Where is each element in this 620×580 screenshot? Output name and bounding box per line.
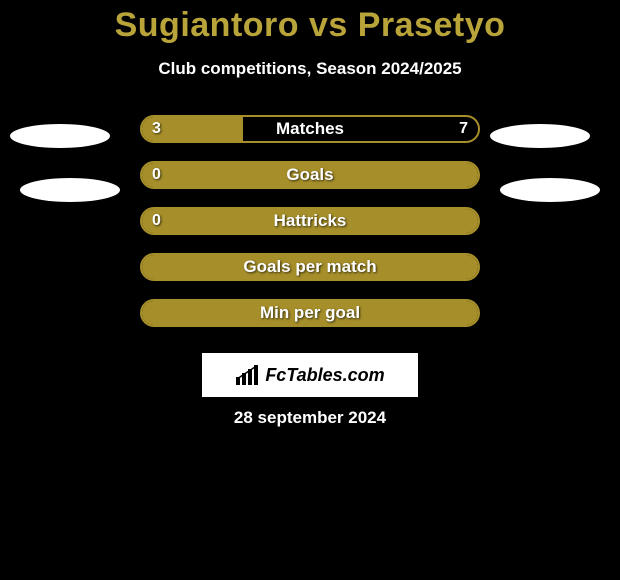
bar-fill [142, 301, 478, 325]
logo-bars-icon [235, 365, 261, 385]
decorative-ellipse [500, 178, 600, 202]
subtitle: Club competitions, Season 2024/2025 [0, 59, 620, 79]
bar-fill [142, 209, 478, 233]
logo-box: FcTables.com [202, 353, 418, 397]
right-value: 7 [459, 115, 468, 143]
date-label: 28 september 2024 [0, 408, 620, 428]
bar-fill [142, 255, 478, 279]
bar-track [140, 161, 480, 189]
stat-row: Hattricks0 [0, 207, 620, 235]
decorative-ellipse [20, 178, 120, 202]
left-value: 0 [152, 161, 161, 189]
bar-track [140, 253, 480, 281]
decorative-ellipse [490, 124, 590, 148]
bar-track [140, 115, 480, 143]
stat-row: Min per goal [0, 299, 620, 327]
decorative-ellipse [10, 124, 110, 148]
bar-track [140, 299, 480, 327]
bar-track [140, 207, 480, 235]
stat-row: Goals per match [0, 253, 620, 281]
bar-fill [142, 163, 478, 187]
left-value: 0 [152, 207, 161, 235]
page-title: Sugiantoro vs Prasetyo [0, 0, 620, 45]
left-value: 3 [152, 115, 161, 143]
logo-text: FcTables.com [265, 365, 384, 386]
